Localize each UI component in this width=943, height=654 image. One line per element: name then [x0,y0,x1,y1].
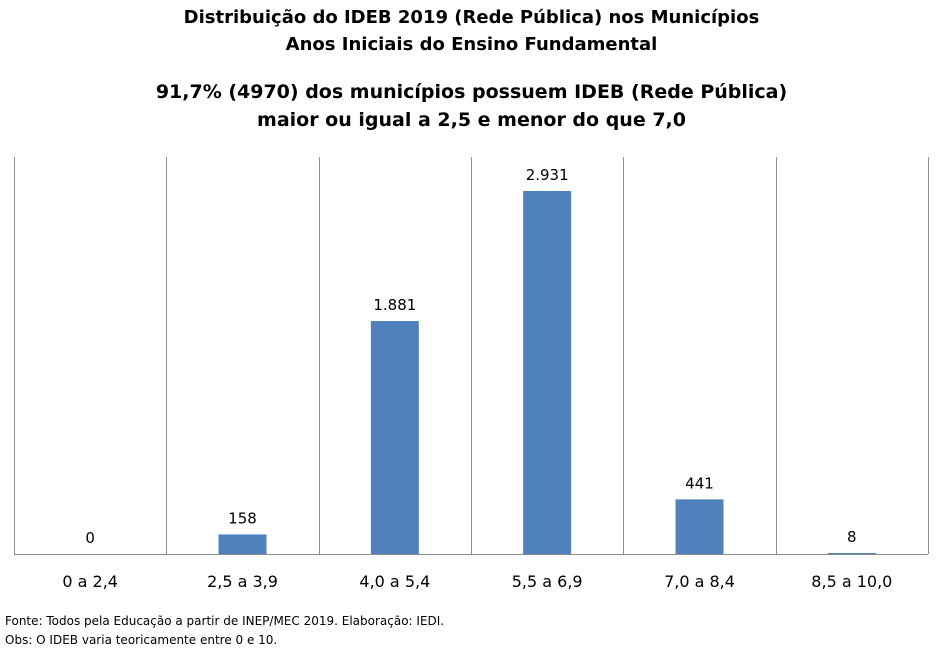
chart-subtitle-line2: maior ou igual a 2,5 e menor do que 7,0 [257,109,686,131]
chart-subtitle-line1: 91,7% (4970) dos municípios possuem IDEB… [155,81,788,103]
x-tick-label: 7,0 a 8,4 [664,572,735,591]
bar [827,553,876,554]
data-label: 2.931 [526,166,569,184]
x-tick-label: 0 a 2,4 [62,572,118,591]
bar [523,191,572,554]
x-tick-label: 5,5 a 6,9 [512,572,583,591]
chart-title-line1: Distribuição do IDEB 2019 (Rede Pública)… [183,7,760,28]
bar [370,321,419,554]
chart-title-line2: Anos Iniciais do Ensino Fundamental [285,34,658,55]
data-label: 8 [847,528,857,546]
x-tick-label: 4,0 a 5,4 [359,572,430,591]
x-tick-label: 2,5 a 3,9 [207,572,278,591]
source-note: Fonte: Todos pela Educação a partir de I… [5,614,445,628]
data-label: 441 [685,474,714,492]
bar [675,499,724,554]
bar [218,534,267,554]
data-label: 0 [85,529,95,547]
x-tick-label: 8,5 a 10,0 [811,572,892,591]
data-label: 1.881 [373,296,416,314]
bar-chart: 0 0 a 2,4 158 2,5 a 3,9 1.881 4,0 a 5,4 2.931 5… [14,157,929,591]
data-label: 158 [228,509,257,527]
observation-note: Obs: O IDEB varia teoricamente entre 0 e… [5,633,278,647]
